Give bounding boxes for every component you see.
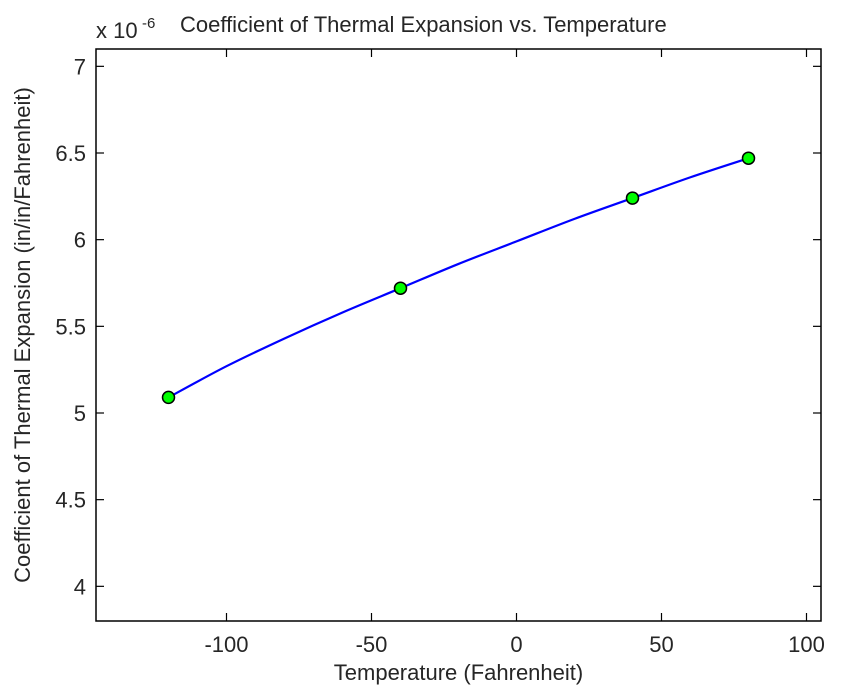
y-multiplier-base: x 10 bbox=[96, 18, 138, 43]
data-point bbox=[393, 281, 408, 295]
y-tick-label: 4 bbox=[74, 574, 86, 599]
chart-title: Coefficient of Thermal Expansion vs. Tem… bbox=[180, 12, 667, 37]
y-tick-label: 7 bbox=[74, 54, 86, 79]
data-point bbox=[625, 191, 640, 205]
x-tick-label: -50 bbox=[356, 632, 388, 657]
x-axis-label: Temperature (Fahrenheit) bbox=[334, 660, 583, 685]
y-axis-multiplier: x 10 -6 bbox=[96, 15, 155, 43]
y-tick-label: 6.5 bbox=[55, 141, 86, 166]
y-tick-label: 4.5 bbox=[55, 488, 86, 513]
x-tick-label: 50 bbox=[649, 632, 673, 657]
series-layer bbox=[161, 151, 756, 405]
series-line bbox=[167, 157, 749, 399]
x-tick-label: 100 bbox=[788, 632, 825, 657]
y-multiplier-exponent: -6 bbox=[142, 15, 155, 32]
data-point bbox=[161, 390, 176, 405]
y-axis-label: Coefficient of Thermal Expansion (in/in/… bbox=[10, 87, 35, 583]
y-tick-label: 6 bbox=[74, 228, 86, 253]
x-tick-label: -100 bbox=[204, 632, 248, 657]
y-tick-label: 5 bbox=[74, 401, 86, 426]
data-point bbox=[741, 151, 756, 165]
plot-area bbox=[95, 48, 822, 622]
x-tick-label: 0 bbox=[510, 632, 522, 657]
x-axis-ticks: -100 -50 0 50 100 bbox=[204, 49, 825, 657]
y-axis-ticks: 4 4.5 5 5.5 6 6.5 7 bbox=[55, 54, 821, 599]
y-tick-label: 5.5 bbox=[55, 314, 86, 339]
